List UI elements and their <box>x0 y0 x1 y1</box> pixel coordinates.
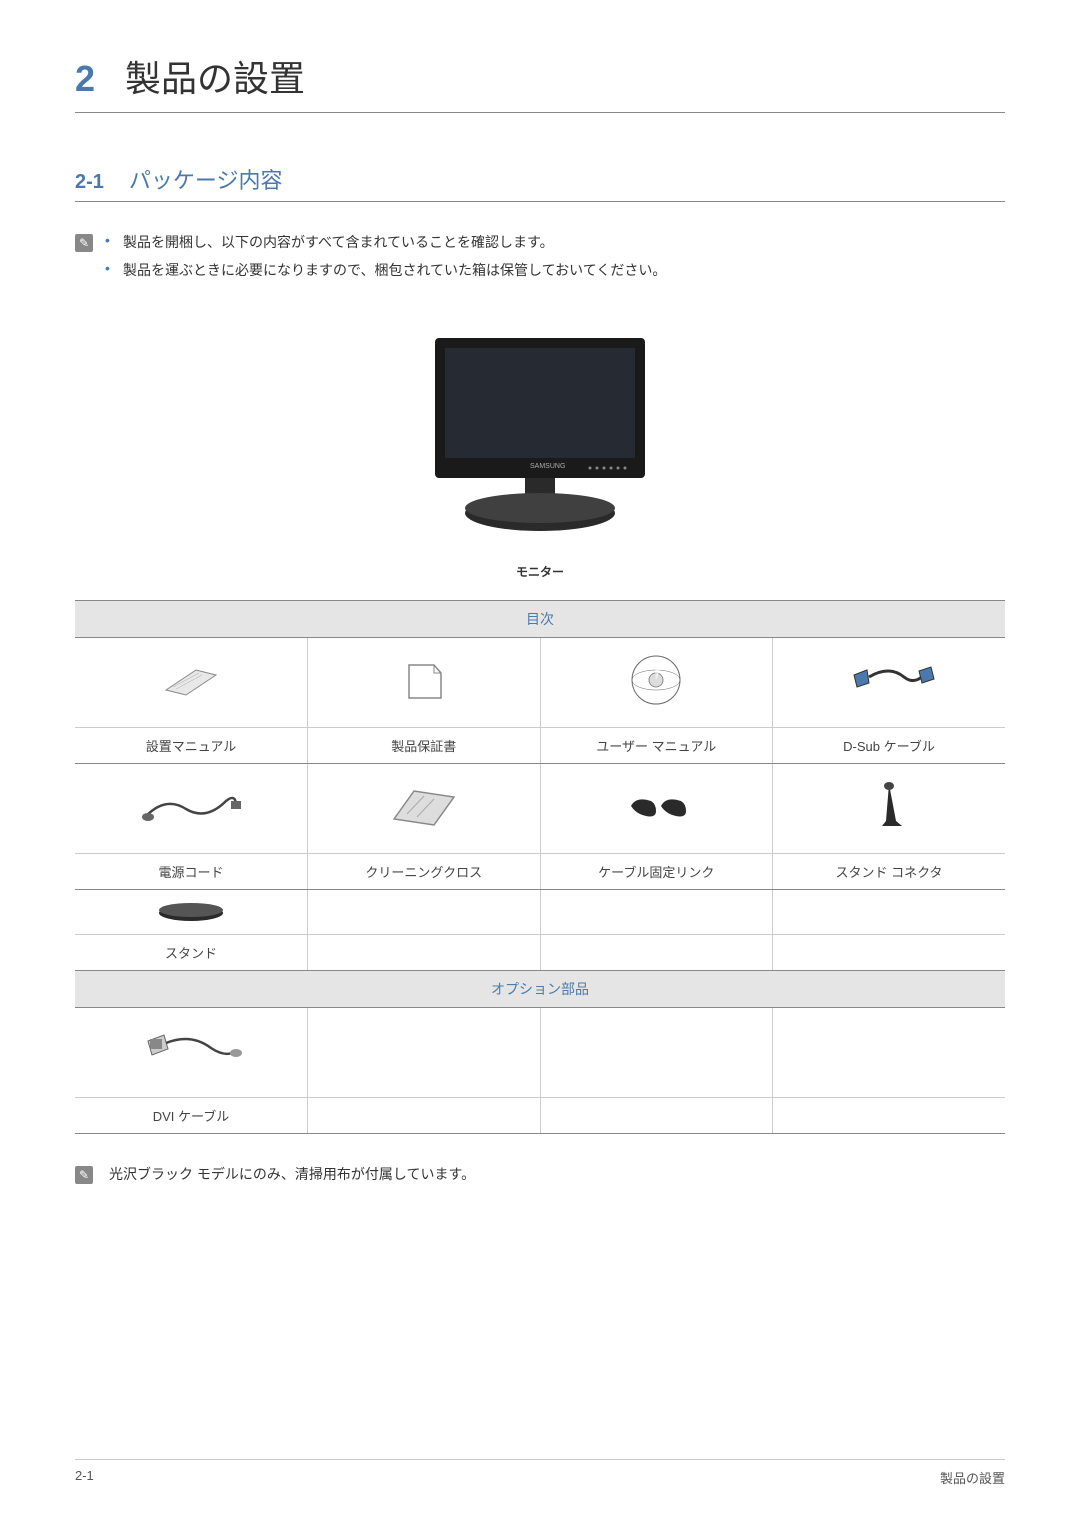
monitor-caption: モニター <box>75 563 1005 580</box>
empty-cell <box>308 890 541 935</box>
user-manual-label: ユーザー マニュアル <box>540 728 773 764</box>
empty-cell <box>773 890 1006 935</box>
empty-cell <box>540 1008 773 1098</box>
note-icon: ✎ <box>75 234 93 252</box>
note-block: ✎ 製品を開梱し、以下の内容がすべて含まれていることを確認します。 製品を運ぶと… <box>75 232 1005 288</box>
contents-header: 目次 <box>75 601 1005 638</box>
note-list: 製品を開梱し、以下の内容がすべて含まれていることを確認します。 製品を運ぶときに… <box>105 232 666 288</box>
empty-cell <box>540 890 773 935</box>
section-title: パッケージ内容 <box>129 163 283 195</box>
contents-table: 目次 <box>75 600 1005 1134</box>
empty-cell <box>540 1098 773 1134</box>
empty-cell <box>540 935 773 971</box>
empty-cell <box>773 1098 1006 1134</box>
footer-right: 製品の設置 <box>940 1468 1005 1487</box>
empty-cell <box>773 1008 1006 1098</box>
empty-cell <box>308 1008 541 1098</box>
cable-ring-icon <box>540 764 773 854</box>
power-cord-label: 電源コード <box>75 854 308 890</box>
dsub-cable-label: D-Sub ケーブル <box>773 728 1006 764</box>
section-header: 2-1 パッケージ内容 <box>75 163 1005 202</box>
empty-cell <box>308 935 541 971</box>
setup-manual-icon <box>75 638 308 728</box>
monitor-image: SAMSUNG <box>405 328 675 548</box>
cable-ring-label: ケーブル固定リンク <box>540 854 773 890</box>
power-cord-icon <box>75 764 308 854</box>
note-icon: ✎ <box>75 1166 93 1184</box>
footnote-block: ✎ 光沢ブラック モデルにのみ、清掃用布が付属しています。 <box>75 1164 1005 1184</box>
stand-connector-label: スタンド コネクタ <box>773 854 1006 890</box>
dsub-cable-icon <box>773 638 1006 728</box>
chapter-number: 2 <box>75 58 95 100</box>
chapter-header: 2 製品の設置 <box>75 50 1005 113</box>
dvi-cable-icon <box>75 1008 308 1098</box>
user-manual-icon <box>540 638 773 728</box>
dvi-cable-label: DVI ケーブル <box>75 1098 308 1134</box>
warranty-label: 製品保証書 <box>308 728 541 764</box>
cleaning-cloth-label: クリーニングクロス <box>308 854 541 890</box>
section-number: 2-1 <box>75 171 104 194</box>
note-item-2: 製品を運ぶときに必要になりますので、梱包されていた箱は保管しておいてください。 <box>105 260 666 280</box>
page-footer: 2-1 製品の設置 <box>75 1459 1005 1487</box>
warranty-icon <box>308 638 541 728</box>
chapter-title: 製品の設置 <box>125 50 305 102</box>
empty-cell <box>308 1098 541 1134</box>
footer-left: 2-1 <box>75 1468 94 1487</box>
stand-label: スタンド <box>75 935 308 971</box>
footnote-text: 光沢ブラック モデルにのみ、清掃用布が付属しています。 <box>109 1164 475 1184</box>
note-item-1: 製品を開梱し、以下の内容がすべて含まれていることを確認します。 <box>105 232 666 252</box>
optional-header: オプション部品 <box>75 971 1005 1008</box>
setup-manual-label: 設置マニュアル <box>75 728 308 764</box>
stand-connector-icon <box>773 764 1006 854</box>
empty-cell <box>773 935 1006 971</box>
svg-text:SAMSUNG: SAMSUNG <box>530 463 565 470</box>
cleaning-cloth-icon <box>308 764 541 854</box>
monitor-figure: SAMSUNG モニター <box>75 328 1005 580</box>
stand-icon <box>75 890 308 935</box>
